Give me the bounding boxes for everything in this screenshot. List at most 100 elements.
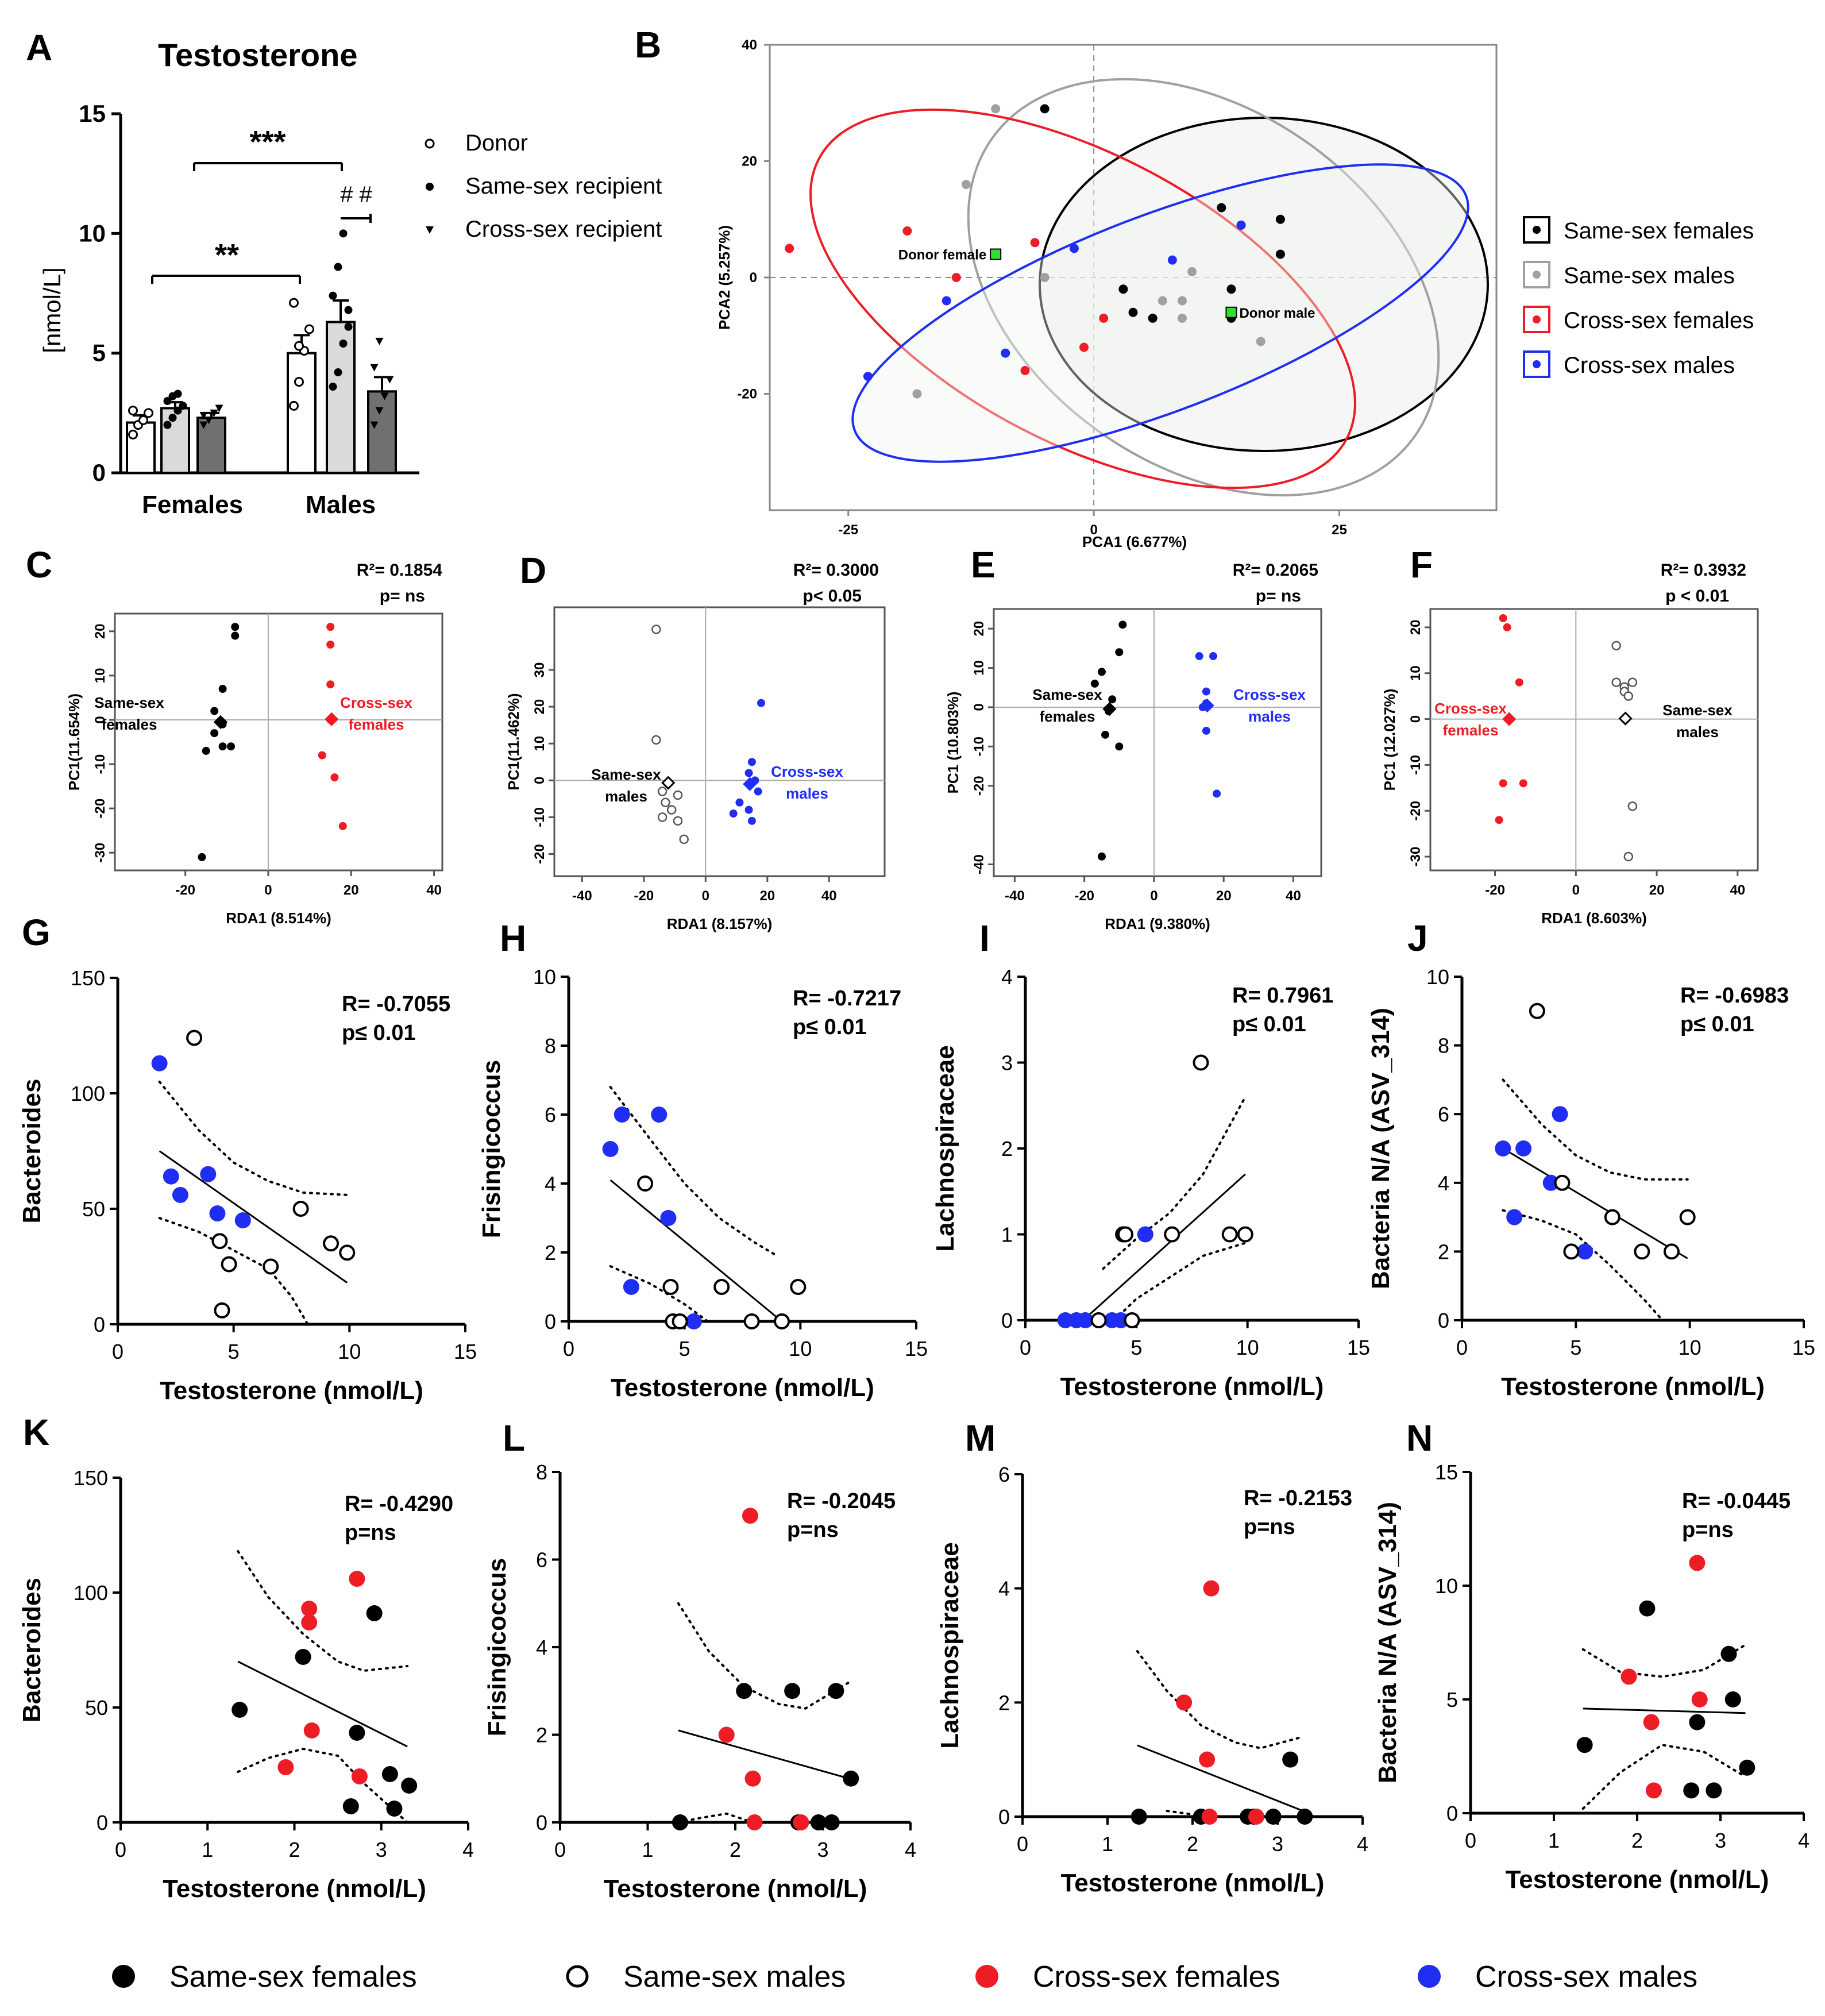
data-point xyxy=(991,104,1001,114)
ci-band-upper xyxy=(677,1602,851,1710)
y-tick-label: 8 xyxy=(536,1460,547,1484)
data-point xyxy=(1499,779,1507,788)
x-axis-label: Testosterone (nmol/L) xyxy=(1501,1373,1765,1401)
y-tick-label: -30 xyxy=(1408,847,1423,867)
y-tick-label: -40 xyxy=(971,854,987,874)
plot-frame xyxy=(993,608,1322,877)
y-tick-label: 2 xyxy=(998,1691,1010,1714)
x-tick-label: 10 xyxy=(789,1337,812,1360)
data-point xyxy=(747,758,756,766)
stat-r: R= -0.4290 xyxy=(345,1492,453,1516)
data-point xyxy=(1057,1312,1074,1328)
data-point xyxy=(1529,1003,1545,1019)
data-point xyxy=(334,263,342,271)
data-point xyxy=(1069,244,1079,253)
panel-i: I 0 5 10 15 0 1 2 3 4 Testosterone (nmol/L) Lachnos… xyxy=(931,918,1370,1401)
data-point xyxy=(294,377,304,387)
group-label-left: Same-sex xyxy=(1032,686,1102,703)
data-point xyxy=(1739,1759,1755,1776)
panel-f: F R²= 0.3932 p < 0.01 -20 0 20 40 -30 -20 -10 0 10 2… xyxy=(1381,544,1759,927)
data-point xyxy=(1187,267,1197,276)
x-axis-label: PCA1 (6.677%) xyxy=(1082,533,1187,550)
y-tick-label: 4 xyxy=(1438,1171,1449,1195)
y-tick-label: 5 xyxy=(92,340,106,367)
panel-label: H xyxy=(500,918,526,959)
data-point xyxy=(199,421,208,429)
data-point xyxy=(1639,1600,1656,1617)
data-point xyxy=(370,421,379,429)
data-point xyxy=(168,414,177,422)
x-tick-label: 15 xyxy=(905,1337,928,1360)
x-tick-label: 15 xyxy=(1347,1336,1370,1359)
x-tick-label: -20 xyxy=(1485,882,1505,898)
plot-frame xyxy=(114,612,443,872)
y-tick-label: 40 xyxy=(742,37,757,53)
legend-label: Same-sex recipient xyxy=(465,174,662,199)
x-tick-label: 1 xyxy=(642,1838,653,1861)
data-point xyxy=(1213,789,1221,798)
y-tick-label: -20 xyxy=(971,776,987,796)
ci-band-upper xyxy=(1581,1643,1747,1678)
data-point xyxy=(339,340,348,348)
panel-label: E xyxy=(971,544,996,585)
data-point xyxy=(1720,1645,1737,1662)
y-tick-label: 50 xyxy=(82,1197,105,1221)
data-point xyxy=(942,296,951,306)
y-tick-label: 0 xyxy=(532,777,547,784)
y-axis-label: Bacteria N/A (ASV_314) xyxy=(1367,1008,1395,1289)
sig-label: ** xyxy=(215,238,239,272)
data-point xyxy=(231,623,240,631)
group-label-right: Cross-sex xyxy=(1233,686,1306,703)
data-point xyxy=(736,1683,753,1699)
y-tick-label: 20 xyxy=(742,154,757,169)
y-tick-label: 30 xyxy=(532,662,547,678)
y-tick-label: 10 xyxy=(532,736,547,751)
y-axis-label: PCA2 (5.257%) xyxy=(716,225,733,330)
data-point xyxy=(657,812,668,822)
x-tick-label: 20 xyxy=(759,888,775,904)
legend-dot xyxy=(1533,271,1541,279)
y-axis-label: PC1 (10.803%) xyxy=(944,692,962,794)
panel-label: G xyxy=(22,912,51,953)
data-point xyxy=(215,404,223,413)
panel-b: B Donor female Donor male -25 0 25 -20 0 20 40 PCA… xyxy=(635,24,1754,550)
data-point xyxy=(1611,641,1621,651)
stat-r: R= -0.0445 xyxy=(1682,1489,1791,1513)
x-tick-label: -20 xyxy=(1074,888,1094,904)
data-point xyxy=(351,1768,368,1784)
y-tick-label: 6 xyxy=(545,1103,556,1127)
ellipse-same-sex-males xyxy=(967,78,1440,497)
bar xyxy=(287,352,317,475)
data-point xyxy=(1128,307,1138,317)
group-label-left: females xyxy=(1040,708,1095,725)
data-point xyxy=(304,324,314,334)
data-point xyxy=(386,1801,403,1817)
y-tick-label: 6 xyxy=(998,1463,1010,1486)
y-tick-label: 10 xyxy=(92,668,108,684)
data-point xyxy=(1552,1106,1568,1123)
y-tick-label: 5 xyxy=(1446,1688,1458,1712)
data-point xyxy=(1679,1209,1696,1225)
data-point xyxy=(198,853,206,861)
data-point xyxy=(1077,1312,1094,1328)
x-tick-label: 25 xyxy=(1332,522,1347,538)
y-tick-label: 150 xyxy=(71,966,105,990)
y-tick-label: 0 xyxy=(92,459,106,486)
group-label-right: females xyxy=(349,716,404,733)
group-label-left: Cross-sex xyxy=(1434,700,1507,717)
y-tick-label: -10 xyxy=(971,737,987,757)
panel-label: N xyxy=(1406,1417,1433,1459)
legend-dot xyxy=(1533,226,1541,234)
stat-p: p≤ 0.01 xyxy=(1680,1012,1754,1036)
x-tick-label: 1 xyxy=(202,1838,213,1861)
data-point xyxy=(1217,203,1226,213)
data-point xyxy=(163,1168,179,1185)
data-point xyxy=(602,1141,619,1157)
legend-marker xyxy=(975,1965,998,1988)
data-point xyxy=(1167,255,1177,265)
data-point xyxy=(1275,249,1285,259)
panel-label: F xyxy=(1410,544,1433,585)
y-tick-label: 0 xyxy=(1408,715,1423,723)
legend-label: Cross-sex males xyxy=(1564,353,1735,378)
